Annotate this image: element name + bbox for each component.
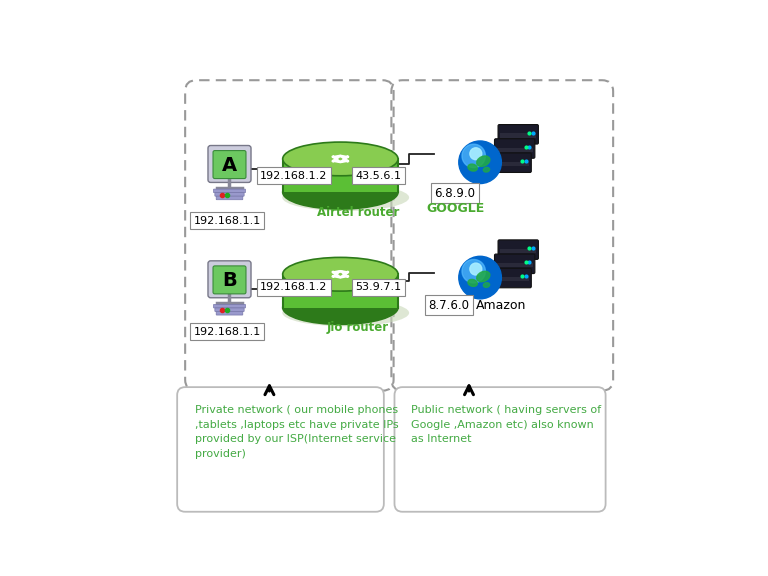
Circle shape: [470, 263, 482, 275]
Circle shape: [470, 148, 482, 160]
Ellipse shape: [477, 156, 490, 166]
FancyBboxPatch shape: [500, 249, 536, 253]
FancyBboxPatch shape: [498, 240, 538, 259]
FancyBboxPatch shape: [495, 139, 535, 158]
Text: Public network ( having servers of
Google ,Amazon etc) also known
as Internet: Public network ( having servers of Googl…: [412, 406, 601, 444]
FancyBboxPatch shape: [491, 268, 531, 288]
Ellipse shape: [283, 142, 398, 176]
Circle shape: [462, 259, 485, 283]
Text: Amazon: Amazon: [475, 298, 526, 312]
Ellipse shape: [283, 175, 398, 209]
Text: 192.168.1.2: 192.168.1.2: [260, 170, 327, 180]
FancyBboxPatch shape: [495, 254, 535, 274]
Circle shape: [458, 256, 502, 299]
Text: 43.5.6.1: 43.5.6.1: [356, 170, 402, 180]
Text: 8.7.6.0: 8.7.6.0: [429, 298, 469, 312]
FancyBboxPatch shape: [500, 134, 536, 138]
FancyBboxPatch shape: [217, 196, 243, 200]
Text: B: B: [222, 271, 237, 290]
FancyBboxPatch shape: [497, 263, 533, 267]
Ellipse shape: [283, 291, 398, 324]
Polygon shape: [283, 159, 292, 192]
FancyBboxPatch shape: [491, 153, 531, 172]
Ellipse shape: [283, 184, 409, 211]
FancyBboxPatch shape: [208, 146, 251, 183]
FancyBboxPatch shape: [215, 308, 244, 312]
Ellipse shape: [283, 300, 409, 327]
FancyBboxPatch shape: [177, 387, 384, 511]
FancyBboxPatch shape: [213, 150, 246, 179]
FancyBboxPatch shape: [213, 266, 246, 294]
FancyBboxPatch shape: [493, 162, 529, 166]
Text: 192.168.1.1: 192.168.1.1: [194, 327, 261, 337]
Polygon shape: [283, 274, 292, 308]
Text: 192.168.1.2: 192.168.1.2: [260, 282, 327, 293]
FancyBboxPatch shape: [395, 387, 606, 511]
Text: Private network ( our mobile phones
,tablets ,laptops etc have private IPs
provi: Private network ( our mobile phones ,tab…: [195, 406, 399, 458]
FancyBboxPatch shape: [214, 304, 246, 308]
Text: 6.8.9.0: 6.8.9.0: [435, 187, 475, 200]
Circle shape: [458, 141, 502, 184]
FancyBboxPatch shape: [493, 277, 529, 282]
FancyBboxPatch shape: [283, 274, 398, 308]
Text: Airtel router: Airtel router: [317, 206, 399, 218]
Text: A: A: [222, 156, 237, 175]
FancyBboxPatch shape: [497, 147, 533, 152]
FancyBboxPatch shape: [217, 312, 243, 315]
Text: 53.9.7.1: 53.9.7.1: [356, 282, 402, 293]
Text: Jio router: Jio router: [327, 321, 389, 334]
Circle shape: [462, 144, 485, 168]
Ellipse shape: [483, 283, 490, 287]
Text: 192.168.1.1: 192.168.1.1: [194, 216, 261, 226]
FancyBboxPatch shape: [498, 124, 538, 144]
FancyBboxPatch shape: [215, 192, 244, 196]
Text: GOOGLE: GOOGLE: [426, 202, 485, 215]
Ellipse shape: [468, 279, 478, 286]
Ellipse shape: [283, 257, 398, 291]
Ellipse shape: [483, 168, 490, 172]
Ellipse shape: [477, 271, 490, 282]
FancyBboxPatch shape: [208, 261, 251, 298]
Ellipse shape: [468, 164, 478, 171]
FancyBboxPatch shape: [283, 159, 398, 192]
FancyBboxPatch shape: [214, 189, 246, 192]
